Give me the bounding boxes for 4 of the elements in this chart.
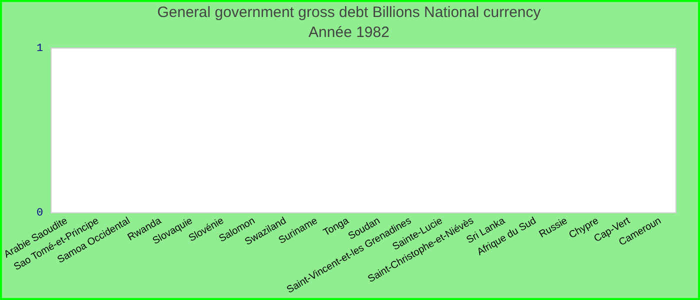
y-tick-label: 0: [36, 208, 44, 220]
chart-subtitle: Année 1982: [308, 24, 390, 42]
y-tick-label: 1: [36, 42, 44, 55]
chart-title: General government gross debt Billions National currency: [157, 4, 542, 22]
